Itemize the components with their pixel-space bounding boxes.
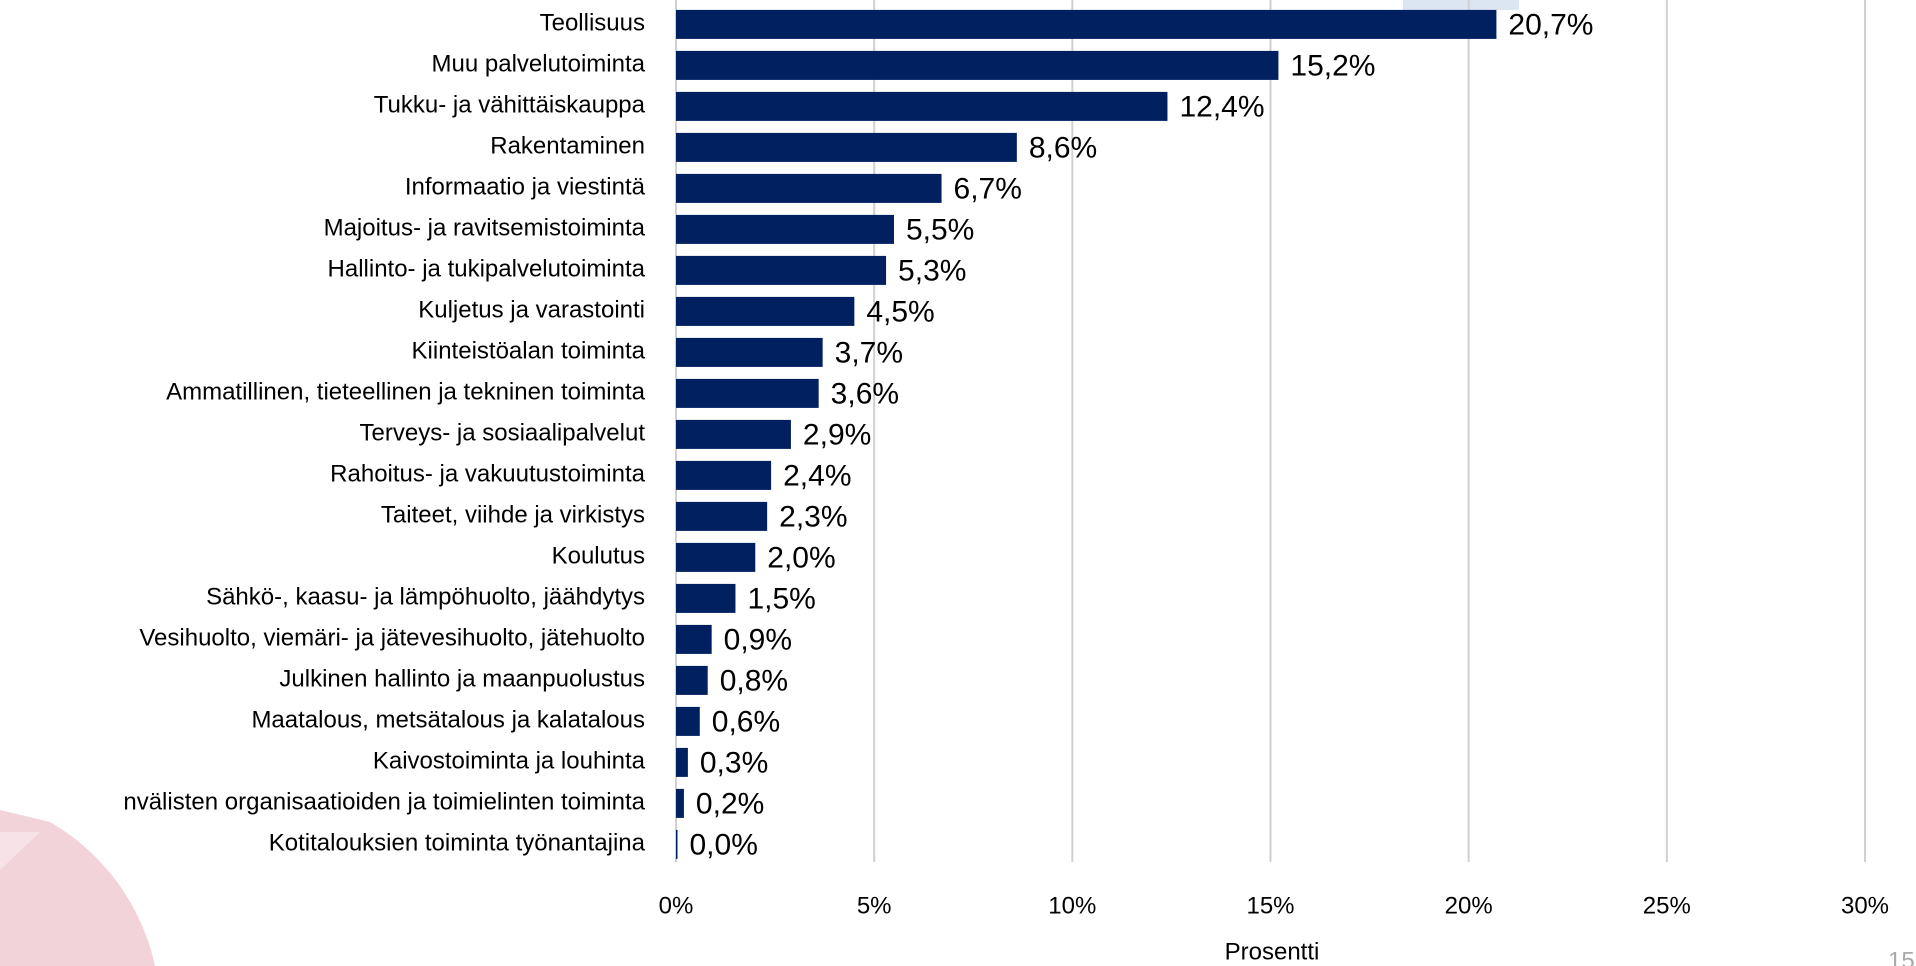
bar (676, 501, 768, 531)
bar (676, 337, 823, 367)
bar (676, 747, 688, 777)
y-tick-label: Vesihuolto, viemäri- ja jätevesihuolto, … (139, 625, 645, 652)
y-tick-label: Kiinteistöalan toiminta (412, 338, 646, 365)
bar (676, 132, 1017, 162)
x-tick-label: 30% (1841, 892, 1889, 919)
data-label: 2,9% (803, 418, 871, 451)
data-label: 3,7% (835, 336, 903, 369)
y-tick-label: Sähkö-, kaasu- ja lämpöhuolto, jäähdytys (206, 584, 645, 611)
data-label: 0,8% (720, 664, 788, 697)
y-tick-label: Taiteet, viihde ja virkistys (381, 502, 645, 529)
bar (676, 9, 1497, 39)
y-tick-label: nvälisten organisaatioiden ja toimielint… (123, 789, 645, 816)
bar (676, 542, 756, 572)
bar (676, 296, 855, 326)
bar (676, 91, 1168, 121)
data-label: 12,4% (1179, 90, 1264, 123)
x-tick-label: 20% (1445, 892, 1493, 919)
bar (676, 214, 894, 244)
bar (676, 378, 819, 408)
y-tick-label: Rakentaminen (490, 133, 645, 160)
y-tick-label: Kuljetus ja varastointi (418, 297, 645, 324)
y-tick-label: Hallinto- ja tukipalvelutoiminta (328, 256, 646, 283)
bar (676, 665, 708, 695)
x-tick-label: 25% (1643, 892, 1691, 919)
data-label: 0,6% (712, 705, 780, 738)
y-tick-label: Maatalous, metsätalous ja kalatalous (251, 707, 645, 734)
x-axis-title: Prosentti (1225, 938, 1320, 965)
bar (676, 706, 700, 736)
y-tick-label: Kotitalouksien toiminta työnantajina (269, 830, 646, 857)
data-label: 6,7% (954, 172, 1022, 205)
data-label: 8,6% (1029, 131, 1097, 164)
data-label: 2,0% (767, 541, 835, 574)
data-label: 4,5% (866, 295, 934, 328)
data-label: 0,0% (690, 828, 758, 861)
data-label: 3,6% (831, 377, 899, 410)
data-label: 2,3% (779, 500, 847, 533)
bar (676, 255, 887, 285)
x-tick-label: 5% (857, 892, 892, 919)
bar (676, 788, 684, 818)
bar (676, 50, 1279, 80)
decoration (0, 810, 155, 966)
decoration (1403, 0, 1519, 10)
data-label: 0,2% (696, 787, 764, 820)
data-label: 5,3% (898, 254, 966, 287)
y-tick-label: Julkinen hallinto ja maanpuolustus (279, 666, 645, 693)
bar (676, 173, 942, 203)
decoration (0, 832, 40, 870)
y-tick-label: Rahoitus- ja vakuutustoiminta (330, 461, 645, 488)
x-tick-label: 10% (1048, 892, 1096, 919)
y-tick-label: Informaatio ja viestintä (405, 174, 646, 201)
data-label: 1,5% (747, 582, 815, 615)
bar (676, 829, 678, 859)
bar (676, 624, 712, 654)
data-label: 15,2% (1290, 49, 1375, 82)
data-label: 0,3% (700, 746, 768, 779)
x-tick-label: 0% (659, 892, 694, 919)
data-label: 0,9% (724, 623, 792, 656)
y-tick-label: Terveys- ja sosiaalipalvelut (360, 420, 646, 447)
y-tick-label: Tukku- ja vähittäiskauppa (374, 92, 646, 119)
y-tick-label: Teollisuus (540, 10, 645, 37)
data-label: 20,7% (1508, 8, 1593, 41)
x-tick-label: 15% (1246, 892, 1294, 919)
y-tick-label: Kaivostoiminta ja louhinta (373, 748, 646, 775)
data-label: 5,5% (906, 213, 974, 246)
bar (676, 583, 736, 613)
y-tick-label: Majoitus- ja ravitsemistoiminta (324, 215, 646, 242)
page-number: 15 (1888, 947, 1915, 966)
y-tick-label: Muu palvelutoiminta (432, 51, 646, 78)
y-tick-label: Koulutus (552, 543, 645, 570)
bar (676, 419, 791, 449)
bar (676, 460, 772, 490)
y-tick-label: Ammatillinen, tieteellinen ja tekninen t… (166, 379, 646, 406)
data-label: 2,4% (783, 459, 851, 492)
